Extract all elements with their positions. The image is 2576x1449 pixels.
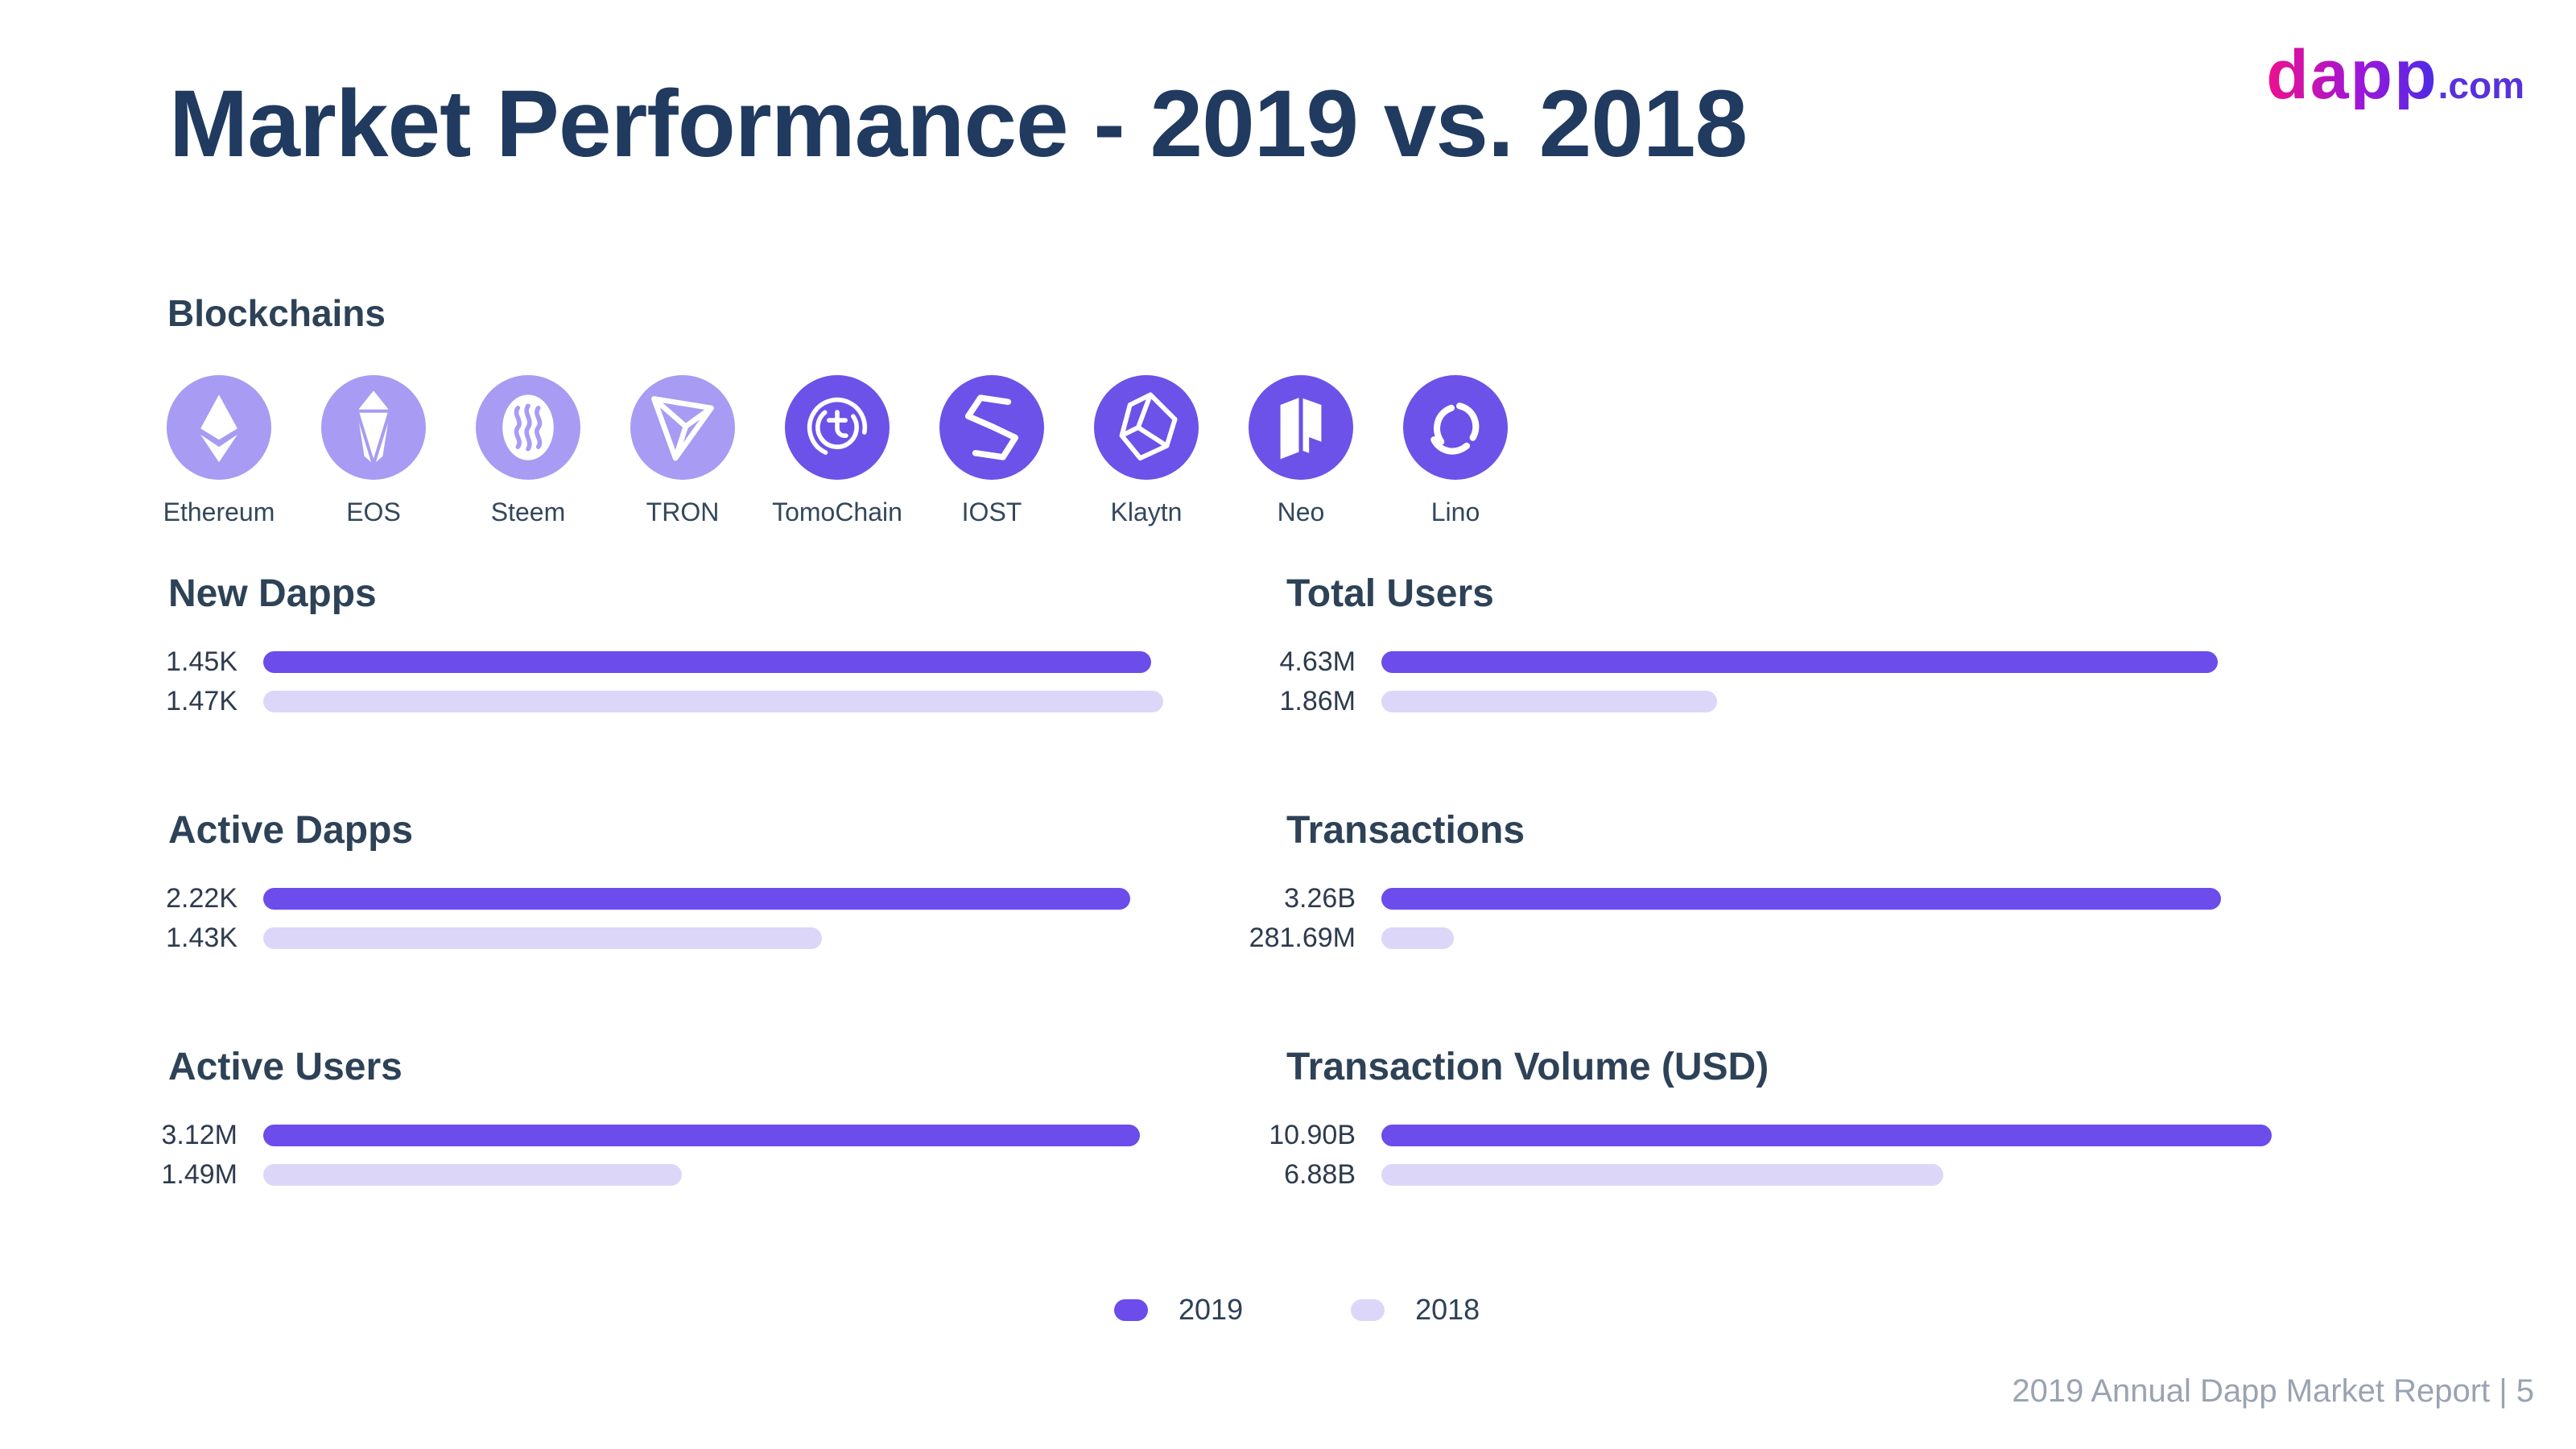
chart-new-dapps: New Dapps 1.45K 1.47K — [117, 572, 1284, 730]
blockchain-label-tron: TRON — [646, 497, 720, 526]
bar-2018 — [1381, 691, 1717, 712]
bar-row-2019: 1.45K — [117, 646, 1284, 677]
blockchain-item-tomochain: TomoChain — [760, 375, 914, 527]
bar-value-label-2018: 1.43K — [166, 923, 237, 953]
bar-rows: 10.90B 6.88B — [1235, 1120, 2402, 1190]
iost-icon — [939, 375, 1044, 480]
blockchain-label-klaytn: Klaytn — [1110, 497, 1183, 526]
bar-row-2018: 1.43K — [117, 923, 1284, 953]
section-title: Active Users — [168, 1046, 402, 1088]
logo-wordmark: dapp — [2266, 36, 2438, 114]
lino-icon — [1403, 375, 1508, 480]
bar-value-label-2018: 281.69M — [1249, 923, 1356, 953]
bar-row-2019: 2.22K — [117, 883, 1284, 914]
chart-transactions: Transactions 3.26B 281.69M — [1235, 808, 2402, 967]
blockchain-label-neo: Neo — [1277, 497, 1325, 526]
bar-value-label-2019: 3.26B — [1284, 883, 1356, 914]
blockchain-label-tomochain: TomoChain — [772, 497, 902, 526]
klaytn-icon — [1094, 375, 1199, 480]
bar-row-2019: 3.12M — [117, 1120, 1284, 1150]
logo-tld: .com — [2438, 64, 2524, 106]
blockchain-item-eos: EOS — [296, 375, 451, 527]
bar-value-label-2018: 1.49M — [161, 1159, 238, 1190]
bar-value-label-2018: 1.47K — [166, 686, 237, 716]
blockchain-label-steem: Steem — [490, 497, 566, 526]
blockchain-label-iost: IOST — [961, 497, 1022, 526]
legend-item-2019: 2019 — [1114, 1293, 1243, 1327]
bar-2019 — [263, 651, 1151, 673]
blockchain-item-ethereum: Ethereum — [142, 375, 296, 527]
bar-row-2018: 1.47K — [117, 686, 1284, 716]
bar-rows: 3.26B 281.69M — [1235, 883, 2402, 953]
bar-value-label-2018: 6.88B — [1284, 1159, 1356, 1190]
blockchain-item-neo: Neo — [1224, 375, 1378, 527]
bar-value-label-2019: 10.90B — [1269, 1120, 1356, 1150]
blockchain-label-eos: EOS — [346, 497, 401, 526]
bar-row-2019: 4.63M — [1235, 646, 2402, 677]
chart-total-users: Total Users 4.63M 1.86M — [1235, 572, 2402, 730]
bar-2018 — [263, 1164, 682, 1186]
legend-label-2019: 2019 — [1179, 1293, 1244, 1326]
bar-2018 — [1381, 1164, 1943, 1186]
bar-rows: 3.12M 1.49M — [117, 1120, 1284, 1190]
blockchain-list: Ethereum EOS Steem TRON TomoChain IOST Klaytn N… — [142, 375, 1533, 527]
neo-icon — [1249, 375, 1353, 480]
steem-icon — [476, 375, 580, 480]
blockchain-item-klaytn: Klaytn — [1069, 375, 1224, 527]
blockchain-item-lino: Lino — [1378, 375, 1533, 527]
blockchain-item-steem: Steem — [451, 375, 605, 527]
page-footer: 2019 Annual Dapp Market Report | 5 — [2012, 1373, 2534, 1409]
bar-row-2018: 6.88B — [1235, 1159, 2402, 1190]
bar-value-label-2018: 1.86M — [1279, 686, 1356, 716]
blockchain-item-tron: TRON — [605, 375, 760, 527]
bar-rows: 4.63M 1.86M — [1235, 646, 2402, 716]
section-title: Transactions — [1286, 809, 1525, 852]
bar-rows: 2.22K 1.43K — [117, 883, 1284, 953]
chart-active-dapps: Active Dapps 2.22K 1.43K — [117, 808, 1284, 967]
bar-row-2018: 281.69M — [1235, 923, 2402, 953]
bar-value-label-2019: 2.22K — [166, 883, 237, 914]
bar-2018 — [1381, 927, 1454, 949]
blockchain-label-ethereum: Ethereum — [163, 497, 275, 526]
legend-swatch-2018 — [1351, 1298, 1385, 1321]
bar-row-2018: 1.86M — [1235, 686, 2402, 716]
section-title: Total Users — [1286, 572, 1494, 615]
tron-icon — [630, 375, 735, 480]
legend-swatch-2019 — [1114, 1298, 1148, 1321]
eos-icon — [321, 375, 426, 480]
legend-item-2018: 2018 — [1351, 1293, 1480, 1327]
bar-2019 — [1381, 888, 2221, 910]
bar-value-label-2019: 3.12M — [161, 1120, 238, 1150]
bar-row-2019: 3.26B — [1235, 883, 2402, 914]
page-title: Market Performance - 2019 vs. 2018 — [169, 71, 1748, 177]
blockchain-label-lino: Lino — [1430, 497, 1480, 526]
blockchain-item-iost: IOST — [914, 375, 1069, 527]
bar-row-2018: 1.49M — [117, 1159, 1284, 1190]
section-title: Transaction Volume (USD) — [1286, 1046, 1769, 1088]
blockchains-heading: Blockchains — [167, 292, 386, 334]
bar-2018 — [263, 927, 822, 949]
bar-2019 — [263, 888, 1130, 910]
chart-transaction-volume-usd: Transaction Volume (USD) 10.90B 6.88B — [1235, 1045, 2402, 1203]
legend-label-2018: 2018 — [1415, 1293, 1480, 1326]
bar-2019 — [263, 1125, 1140, 1146]
section-title: New Dapps — [168, 572, 377, 615]
tomochain-icon — [785, 375, 890, 480]
bar-value-label-2019: 4.63M — [1279, 646, 1356, 677]
ethereum-icon — [167, 375, 271, 480]
section-title: Active Dapps — [168, 809, 414, 852]
dapp-com-logo: dapp .com — [2266, 40, 2524, 109]
chart-legend: 2019 2018 — [1114, 1293, 1480, 1327]
bar-2019 — [1381, 651, 2218, 673]
bar-value-label-2019: 1.45K — [166, 646, 237, 677]
bar-row-2019: 10.90B — [1235, 1120, 2402, 1150]
bar-rows: 1.45K 1.47K — [117, 646, 1284, 716]
chart-active-users: Active Users 3.12M 1.49M — [117, 1045, 1284, 1203]
bar-2019 — [1381, 1125, 2272, 1146]
bar-2018 — [263, 691, 1163, 712]
